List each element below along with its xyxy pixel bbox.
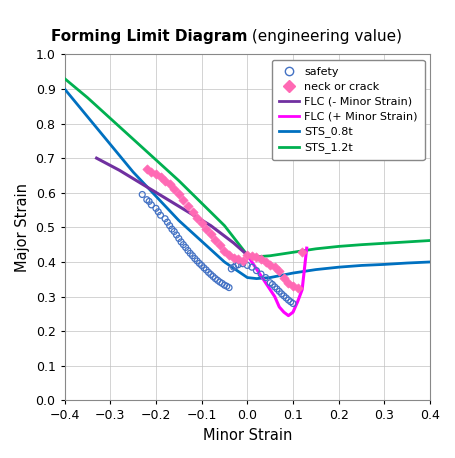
Point — [207, 231, 214, 238]
Point — [239, 257, 247, 265]
Point — [228, 265, 235, 273]
Point — [191, 255, 198, 262]
Point — [276, 288, 283, 295]
Point — [285, 279, 292, 286]
Point — [205, 269, 212, 276]
Point — [177, 238, 185, 245]
Point — [171, 185, 178, 193]
Point — [218, 280, 226, 287]
Point — [162, 215, 169, 223]
Point — [189, 252, 196, 259]
Point — [248, 263, 256, 271]
Point — [175, 235, 182, 242]
Point — [143, 196, 151, 203]
Point — [152, 170, 160, 177]
Point — [175, 191, 182, 198]
Point — [244, 251, 251, 259]
Point — [289, 283, 297, 290]
Point — [244, 262, 251, 269]
Point — [283, 294, 290, 302]
Point — [232, 262, 239, 269]
Point — [230, 254, 237, 262]
Point — [157, 212, 164, 219]
Point — [239, 260, 247, 267]
Point — [171, 228, 178, 235]
Point — [269, 281, 276, 288]
Point — [202, 266, 210, 273]
Point — [148, 201, 155, 208]
Point — [187, 250, 194, 257]
Text: (engineering value): (engineering value) — [248, 29, 402, 44]
Point — [289, 300, 297, 307]
Point — [196, 260, 203, 267]
Point — [267, 261, 274, 268]
Point — [139, 191, 146, 198]
Point — [182, 244, 189, 251]
Point — [200, 264, 207, 272]
Point — [280, 274, 288, 281]
Point — [253, 253, 260, 261]
X-axis label: Minor Strain: Minor Strain — [202, 428, 292, 443]
Point — [143, 165, 151, 172]
Point — [184, 247, 192, 254]
Point — [164, 218, 171, 226]
Point — [267, 279, 274, 286]
Point — [234, 261, 242, 268]
Point — [258, 256, 265, 263]
Point — [166, 222, 173, 229]
Point — [155, 208, 162, 215]
Point — [216, 242, 223, 249]
Text: Forming Limit Diagram: Forming Limit Diagram — [51, 29, 248, 44]
Point — [212, 275, 219, 282]
Point — [225, 251, 233, 259]
Point — [162, 177, 169, 184]
Point — [273, 285, 281, 293]
Point — [271, 263, 278, 271]
Point — [214, 277, 221, 284]
Point — [152, 205, 160, 212]
Point — [193, 257, 201, 265]
Point — [148, 169, 155, 176]
Point — [294, 284, 301, 292]
Point — [280, 292, 288, 300]
Point — [253, 267, 260, 274]
Point — [271, 283, 278, 290]
Point — [166, 180, 173, 188]
Point — [173, 231, 180, 239]
Point — [216, 278, 223, 286]
Legend: safety, neck or crack, FLC (- Minor Strain), FLC (+ Minor Strain), STS_0.8t, STS: safety, neck or crack, FLC (- Minor Stra… — [272, 60, 425, 160]
Point — [248, 252, 256, 259]
Point — [146, 198, 153, 205]
Point — [225, 284, 233, 291]
Point — [276, 267, 283, 274]
Point — [209, 273, 217, 280]
Point — [193, 214, 201, 221]
Point — [234, 256, 242, 263]
Point — [184, 202, 192, 210]
Point — [198, 262, 205, 269]
Point — [230, 263, 237, 271]
Point — [262, 274, 269, 281]
Point — [168, 225, 176, 233]
Point — [258, 270, 265, 278]
Y-axis label: Major Strain: Major Strain — [15, 183, 30, 272]
Point — [207, 271, 214, 278]
Point — [221, 247, 228, 255]
Point — [223, 283, 230, 290]
Point — [262, 258, 269, 266]
Point — [202, 225, 210, 232]
Point — [180, 196, 187, 204]
Point — [278, 290, 285, 298]
Point — [221, 282, 228, 289]
Point — [285, 296, 292, 304]
Point — [287, 298, 294, 305]
Point — [212, 236, 219, 244]
Point — [298, 248, 306, 255]
Point — [198, 219, 205, 227]
Point — [189, 208, 196, 215]
Point — [157, 174, 164, 181]
Point — [180, 241, 187, 248]
